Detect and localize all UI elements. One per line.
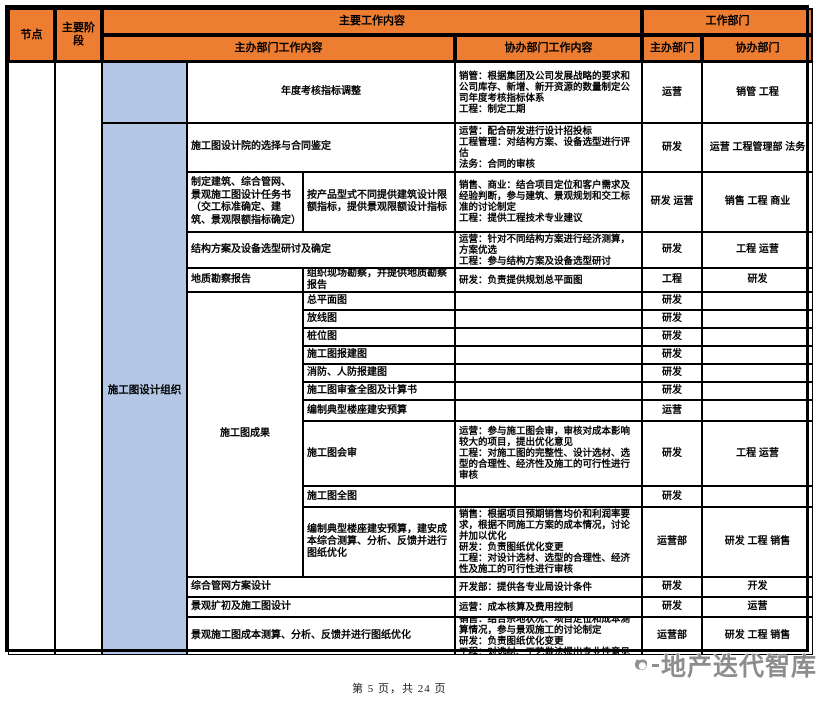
row5-assist-cell: 研发：负责提供规划总平面图 <box>455 268 642 292</box>
row2-assist-dept-cell: 运营 工程管理部 法务 <box>702 123 813 172</box>
row14-host-dept-cell: 研发 <box>642 486 702 507</box>
row5-main-left-cell: 地质勘察报告 <box>187 268 303 292</box>
row10-assist-cell <box>455 364 642 382</box>
row13-assist-cell: 运营：参与施工图会审，审核对成本影响较大的项目，提出优化意见 工程：对施工图的完… <box>455 421 642 486</box>
row9-assist-dept-cell <box>702 346 813 364</box>
row15-host-dept-cell: 运营部 <box>642 507 702 577</box>
row14-item-cell: 施工图全图 <box>303 486 455 507</box>
row8-assist-cell <box>455 328 642 346</box>
row3-assist-cell: 销售、商业：结合项目定位和客户需求及经验判断，参与建筑、景观规划和交工标准的讨论… <box>455 172 642 232</box>
row7-assist-dept-cell <box>702 310 813 328</box>
row5-host-dept-cell: 工程 <box>642 268 702 292</box>
row17-assist-cell: 运营：成本核算及费用控制 <box>455 597 642 617</box>
row6-assist-dept-cell <box>702 292 813 310</box>
row8-item-cell: 桩位图 <box>303 328 455 346</box>
work-matrix-table: 节点 主要阶段 主要工作内容 工作部门 主办部门工作内容 协办部门工作内容 主办… <box>8 8 813 655</box>
header-host-dept: 主办部门 <box>642 35 702 62</box>
row2-assist-cell: 运营：配合研发进行设计招投标 工程管理：对结构方案、设备选型进行评估 法务：合同… <box>455 123 642 172</box>
row11-assist-cell <box>455 382 642 400</box>
row11-item-cell: 施工图审查全图及计算书 <box>303 382 455 400</box>
stage-blue-empty-cell <box>102 62 187 123</box>
row18-assist-dept-cell: 研发 工程 销售 <box>702 617 813 655</box>
row12-assist-dept-cell <box>702 400 813 421</box>
header-assist-dept: 协办部门 <box>702 35 813 62</box>
row17-host-dept-cell: 研发 <box>642 597 702 617</box>
row15-assist-dept-cell: 研发 工程 销售 <box>702 507 813 577</box>
row17-main-cell: 景观扩初及施工图设计 <box>187 597 455 617</box>
row5-main-right-cell: 组织现场勘察，并提供地质勘察报告 <box>303 268 455 292</box>
row8-host-dept-cell: 研发 <box>642 328 702 346</box>
row5-assist-dept-cell: 研发 <box>702 268 813 292</box>
row18-main-cell: 景观施工图成本测算、分析、反馈并进行图纸优化 <box>187 617 455 655</box>
group-label-cell: 施工图成果 <box>187 292 303 577</box>
row2-main-cell: 施工图设计院的选择与合同鉴定 <box>187 123 455 172</box>
row6-item-cell: 总平面图 <box>303 292 455 310</box>
header-assist-work: 协办部门工作内容 <box>455 35 642 62</box>
row9-assist-cell <box>455 346 642 364</box>
row3-host-dept-cell: 研发 运营 <box>642 172 702 232</box>
row11-assist-dept-cell <box>702 382 813 400</box>
row6-assist-cell <box>455 292 642 310</box>
row15-assist-cell: 销售：根据项目预期销售均价和利润率要求，根据不同施工方案的成本情况，讨论并加以优… <box>455 507 642 577</box>
row9-host-dept-cell: 研发 <box>642 346 702 364</box>
header-node: 节点 <box>8 8 55 62</box>
row15-item-cell: 编制典型楼座建安预算，建安成本综合测算、分析、反馈并进行图纸优化 <box>303 507 455 577</box>
row18-host-dept-cell: 运营部 <box>642 617 702 655</box>
row7-host-dept-cell: 研发 <box>642 310 702 328</box>
row4-assist-dept-cell: 工程 运营 <box>702 232 813 268</box>
row11-host-dept-cell: 研发 <box>642 382 702 400</box>
watermark: 地产迭代智库 <box>632 644 817 686</box>
row16-main-cell: 综合管网方案设计 <box>187 577 455 597</box>
header-host-work: 主办部门工作内容 <box>102 35 455 62</box>
stage-label-cell: 施工图设计组织 <box>102 123 187 655</box>
page-number: 第 5 页，共 24 页 <box>352 683 447 695</box>
row12-item-cell: 编制典型楼座建安预算 <box>303 400 455 421</box>
watermark-dash <box>651 663 659 667</box>
watermark-text: 地产迭代智库 <box>660 653 817 681</box>
row9-item-cell: 施工图报建图 <box>303 346 455 364</box>
row16-assist-dept-cell: 开发 <box>702 577 813 597</box>
row18-assist-cell: 销售：结合宗地状况、项目定位和成本测算情况，参与景观施工的讨论制定 研发：负责图… <box>455 617 642 655</box>
row4-host-dept-cell: 研发 <box>642 232 702 268</box>
row7-item-cell: 放线图 <box>303 310 455 328</box>
row1-host-dept-cell: 运营 <box>642 62 702 123</box>
row2-host-dept-cell: 研发 <box>642 123 702 172</box>
row3-main-right-cell: 按产品型式不同提供建筑设计限额指标，提供景观限额设计指标 <box>303 172 455 232</box>
row14-assist-dept-cell <box>702 486 813 507</box>
row12-assist-cell <box>455 400 642 421</box>
row16-assist-cell: 开发部：提供各专业局设计条件 <box>455 577 642 597</box>
row7-assist-cell <box>455 310 642 328</box>
row14-assist-cell <box>455 486 642 507</box>
row12-host-dept-cell: 运营 <box>642 400 702 421</box>
row13-assist-dept-cell: 工程 运营 <box>702 421 813 486</box>
row10-host-dept-cell: 研发 <box>642 364 702 382</box>
header-work-dept: 工作部门 <box>642 8 813 35</box>
row8-assist-dept-cell <box>702 328 813 346</box>
row10-assist-dept-cell <box>702 364 813 382</box>
row13-item-cell: 施工图会审 <box>303 421 455 486</box>
row1-assist-dept-cell: 销管 工程 <box>702 62 813 123</box>
stage-column-cell <box>55 62 102 655</box>
row10-item-cell: 消防、人防报建图 <box>303 364 455 382</box>
node-column-cell <box>8 62 55 655</box>
row16-host-dept-cell: 研发 <box>642 577 702 597</box>
row4-main-cell: 结构方案及设备选型研讨及确定 <box>187 232 455 268</box>
brand-logo-icon <box>634 658 648 671</box>
row3-assist-dept-cell: 销售 工程 商业 <box>702 172 813 232</box>
header-main-work: 主要工作内容 <box>102 8 642 35</box>
row13-host-dept-cell: 研发 <box>642 421 702 486</box>
row4-assist-cell: 运营：针对不同结构方案进行经济测算，方案优选 工程：参与结构方案及设备选型研讨 <box>455 232 642 268</box>
row1-main-cell: 年度考核指标调整 <box>187 62 455 123</box>
row1-assist-cell: 销管：根据集团及公司发展战略的要求和公司库存、新增、新开资源的数量制定公司年度考… <box>455 62 642 123</box>
row6-host-dept-cell: 研发 <box>642 292 702 310</box>
header-stage: 主要阶段 <box>55 8 102 62</box>
row3-main-left-cell: 制定建筑、综合管网、景观施工图设计任务书（交工标准确定、建筑、景观限额指标确定） <box>187 172 303 232</box>
row17-assist-dept-cell: 运营 <box>702 597 813 617</box>
